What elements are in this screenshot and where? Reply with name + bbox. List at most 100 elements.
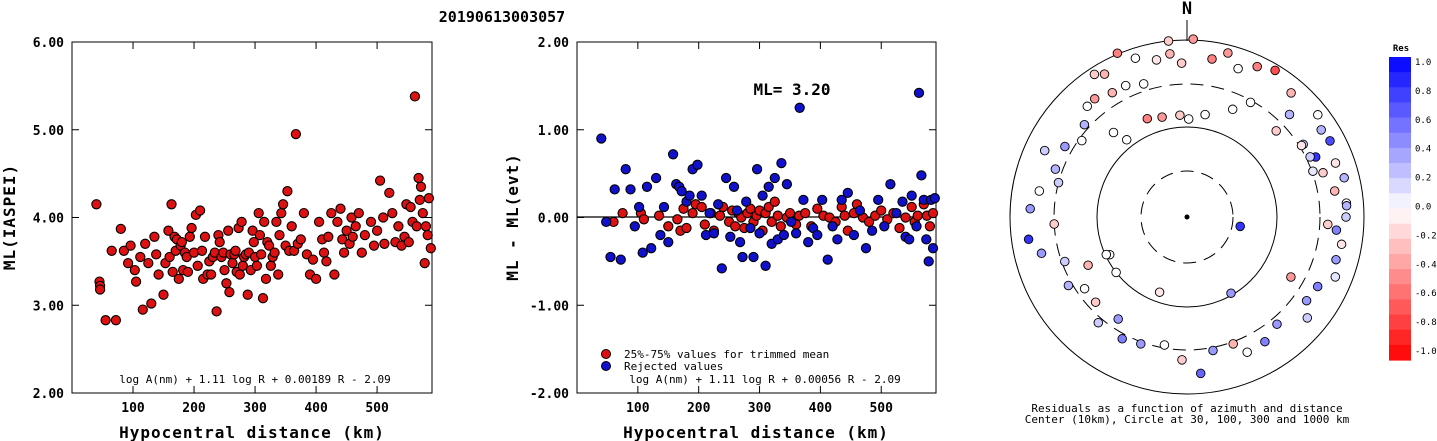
data-point — [786, 216, 797, 228]
residual-point — [1050, 164, 1061, 174]
residual-point — [1036, 248, 1047, 259]
panel-ml-residual: -2.00 -1.00 0.00 1.00 2.00 100 200 300 400 500 M… — [503, 36, 940, 441]
data-point — [609, 184, 620, 195]
circle-300km — [1053, 83, 1321, 351]
colorbar-swatch — [1389, 57, 1411, 73]
residual-point — [1089, 94, 1100, 104]
data-point — [794, 102, 805, 113]
data-point — [298, 207, 310, 219]
data-point — [192, 260, 203, 271]
colorbar-swatch — [1389, 102, 1411, 119]
residual-point — [1108, 127, 1119, 138]
data-point — [860, 243, 872, 254]
data-point — [692, 159, 703, 170]
data-point — [757, 190, 768, 201]
residual-point — [1101, 249, 1112, 260]
residual-point — [1175, 110, 1185, 120]
colorbar-swatch — [1389, 208, 1411, 225]
data-point — [323, 231, 334, 242]
data-point — [359, 229, 371, 241]
points — [596, 87, 940, 274]
data-point — [307, 254, 319, 265]
data-point — [655, 229, 666, 241]
colorbar-swatch — [1389, 269, 1411, 285]
data-point — [836, 194, 847, 206]
residual-point — [1341, 201, 1352, 211]
data-point — [259, 216, 270, 228]
residual-point — [1063, 280, 1074, 291]
colorbar-swatches — [1389, 57, 1411, 361]
residual-point — [1077, 135, 1087, 146]
legend-label-rejected: Rejected values — [624, 360, 723, 373]
data-point — [778, 229, 790, 241]
data-point — [704, 207, 715, 219]
residual-point — [1165, 49, 1175, 59]
y-tick-label: 3.00 — [33, 299, 64, 314]
residual-point — [1286, 88, 1296, 98]
data-point — [140, 238, 151, 249]
data-point — [248, 236, 259, 248]
residual-point — [1090, 297, 1101, 307]
colorbar-swatch — [1389, 238, 1411, 255]
caption-line-2: Center (10km), Circle at 30, 100, 300 an… — [1025, 413, 1350, 426]
x-tick-label: 200 — [182, 401, 206, 416]
data-point — [265, 260, 277, 271]
residual-point — [1301, 295, 1312, 306]
x-tick-label: 500 — [869, 401, 893, 416]
residual-point — [1060, 141, 1070, 152]
residual-point — [1039, 145, 1050, 156]
data-point — [637, 247, 648, 258]
data-point — [423, 193, 435, 204]
data-point — [663, 221, 674, 232]
residual-point — [1083, 260, 1093, 270]
circle-30km — [1140, 170, 1234, 264]
data-point — [393, 221, 404, 232]
residual-point — [1286, 272, 1296, 282]
legend-marker-blue — [601, 361, 611, 371]
colorbar-swatch — [1389, 299, 1411, 316]
data-point — [812, 203, 823, 214]
data-point — [194, 205, 206, 216]
data-point — [676, 186, 687, 197]
residual-point — [1233, 63, 1243, 74]
data-point — [290, 128, 302, 140]
data-point — [766, 216, 777, 228]
data-point — [346, 212, 357, 223]
data-point — [186, 222, 197, 234]
data-point — [227, 257, 238, 269]
data-point — [769, 196, 780, 207]
panel-ml-iaspei: 2.00 3.00 4.00 5.00 6.00 100 200 300 400 500 log… — [0, 36, 436, 441]
residual-point — [1302, 313, 1313, 323]
data-point — [353, 207, 364, 219]
data-point — [699, 219, 710, 230]
data-point — [696, 190, 707, 201]
residual-point — [1023, 234, 1034, 245]
residual-point — [1235, 221, 1245, 232]
residual-point — [1252, 61, 1262, 72]
data-point — [276, 207, 287, 219]
data-point — [269, 247, 280, 258]
data-point — [730, 221, 741, 232]
data-point — [891, 207, 902, 219]
data-point — [411, 221, 422, 232]
residual-point — [1089, 69, 1100, 80]
data-point — [409, 91, 421, 102]
y-tick-label: 2.00 — [538, 36, 569, 51]
x-axis-label: Hypocentral distance (km) — [119, 423, 385, 441]
residual-point — [1113, 314, 1123, 324]
data-point — [164, 251, 175, 263]
residual-point — [1154, 287, 1165, 297]
data-point — [754, 228, 765, 239]
residual-point — [1296, 140, 1307, 151]
residual-point — [1318, 168, 1328, 178]
residual-point — [1107, 87, 1118, 98]
data-point — [318, 247, 330, 258]
data-point — [817, 194, 828, 206]
data-point — [731, 205, 743, 216]
colorbar-swatch — [1389, 344, 1411, 361]
data-point — [282, 186, 293, 197]
y-tick-label: -1.00 — [530, 299, 569, 314]
figure-title: 20190613003057 — [439, 8, 565, 26]
colorbar-label: -0.2 — [1415, 231, 1437, 241]
data-point — [638, 214, 650, 225]
